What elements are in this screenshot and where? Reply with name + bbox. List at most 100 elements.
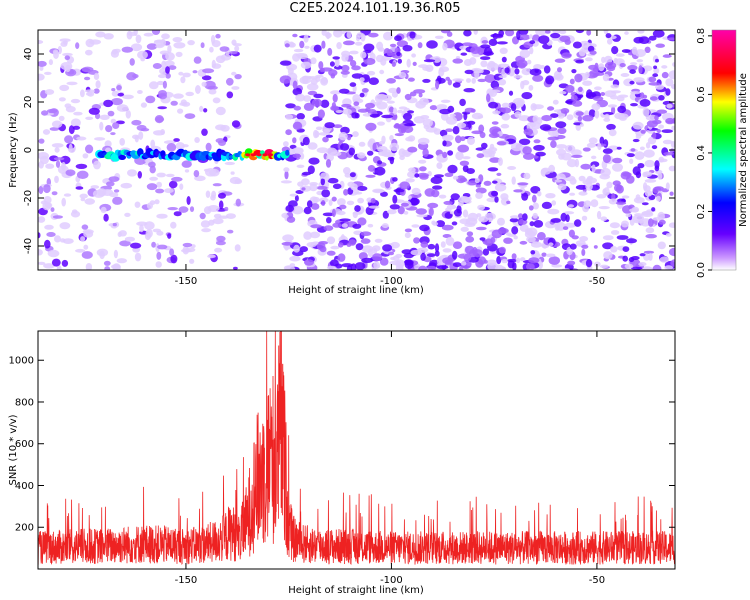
noise-point bbox=[591, 103, 601, 111]
noise-point bbox=[208, 219, 215, 226]
signal-point bbox=[118, 154, 126, 160]
noise-point bbox=[630, 91, 641, 95]
snr-ticks: -150 -100 -50 200 400 600 800 1000 bbox=[9, 331, 675, 586]
noise-point bbox=[108, 176, 120, 183]
noise-point bbox=[363, 43, 375, 52]
noise-point bbox=[475, 226, 487, 231]
noise-point bbox=[288, 41, 295, 48]
noise-point bbox=[365, 122, 377, 131]
noise-point bbox=[373, 261, 380, 269]
noise-point bbox=[498, 157, 503, 166]
noise-point bbox=[219, 46, 230, 52]
noise-point bbox=[569, 192, 576, 196]
noise-point bbox=[566, 159, 578, 168]
noise-point bbox=[39, 65, 44, 71]
noise-point bbox=[427, 202, 439, 209]
noise-point bbox=[394, 133, 404, 137]
noise-point bbox=[518, 138, 531, 145]
noise-point bbox=[569, 243, 577, 250]
noise-point bbox=[54, 235, 61, 243]
noise-point bbox=[332, 93, 338, 103]
colorbar-tick-label: 0.4 bbox=[696, 145, 707, 161]
noise-point bbox=[652, 264, 662, 270]
noise-point bbox=[292, 80, 298, 90]
noise-point bbox=[151, 241, 157, 248]
noise-point bbox=[669, 191, 674, 196]
noise-point bbox=[629, 218, 635, 226]
noise-point bbox=[38, 60, 47, 67]
noise-point bbox=[348, 147, 355, 156]
noise-point bbox=[173, 93, 184, 99]
noise-point bbox=[146, 202, 153, 210]
noise-point bbox=[62, 52, 73, 57]
noise-point bbox=[317, 109, 325, 119]
noise-point bbox=[514, 111, 522, 118]
noise-point bbox=[466, 78, 471, 83]
noise-point bbox=[555, 121, 567, 129]
noise-point bbox=[507, 166, 517, 170]
noise-point bbox=[165, 66, 170, 74]
noise-point bbox=[295, 93, 306, 102]
noise-point bbox=[65, 169, 76, 176]
noise-point bbox=[643, 171, 653, 178]
noise-point bbox=[592, 96, 604, 102]
noise-point bbox=[607, 104, 618, 108]
noise-point bbox=[193, 56, 202, 64]
noise-point bbox=[552, 99, 559, 105]
noise-point bbox=[512, 97, 525, 107]
noise-point bbox=[343, 167, 351, 175]
noise-point bbox=[368, 77, 379, 85]
noise-point bbox=[390, 241, 400, 249]
noise-point bbox=[82, 229, 94, 234]
noise-point bbox=[283, 141, 289, 147]
noise-point bbox=[411, 53, 416, 58]
noise-point bbox=[59, 84, 70, 92]
noise-point bbox=[370, 197, 376, 204]
noise-point bbox=[137, 50, 148, 60]
noise-point bbox=[322, 136, 329, 143]
noise-point bbox=[307, 90, 318, 96]
spectrogram-points bbox=[38, 30, 675, 270]
noise-point bbox=[593, 245, 598, 249]
noise-point bbox=[85, 92, 93, 96]
noise-point bbox=[41, 110, 49, 116]
noise-point bbox=[281, 241, 293, 246]
noise-point bbox=[328, 199, 333, 206]
noise-point bbox=[559, 91, 567, 95]
noise-point bbox=[480, 56, 491, 60]
noise-point bbox=[610, 90, 622, 94]
noise-point bbox=[645, 227, 655, 234]
noise-point bbox=[442, 257, 454, 265]
noise-point bbox=[320, 172, 328, 179]
noise-point bbox=[518, 30, 529, 36]
noise-point bbox=[452, 175, 459, 180]
noise-point bbox=[373, 248, 378, 255]
noise-point bbox=[640, 129, 646, 134]
noise-point bbox=[487, 262, 499, 270]
noise-point bbox=[202, 68, 215, 74]
noise-point bbox=[52, 215, 64, 219]
noise-point bbox=[332, 222, 342, 228]
noise-point bbox=[667, 37, 675, 41]
colorbar-tick-label: 0.2 bbox=[696, 204, 707, 220]
noise-point bbox=[173, 211, 182, 217]
noise-point bbox=[110, 132, 116, 136]
noise-point bbox=[395, 253, 403, 259]
noise-point bbox=[432, 185, 443, 190]
noise-point bbox=[619, 63, 626, 68]
noise-point bbox=[103, 33, 114, 40]
noise-point bbox=[469, 57, 477, 65]
noise-point bbox=[594, 72, 605, 76]
noise-point bbox=[452, 126, 460, 135]
noise-point bbox=[117, 231, 122, 238]
noise-point bbox=[402, 45, 413, 52]
noise-point bbox=[199, 212, 206, 220]
noise-point bbox=[368, 32, 379, 38]
noise-point bbox=[539, 124, 552, 131]
noise-point bbox=[547, 136, 560, 141]
noise-point bbox=[480, 60, 488, 68]
noise-point bbox=[164, 60, 175, 67]
noise-point bbox=[528, 205, 534, 211]
noise-point bbox=[226, 77, 234, 86]
noise-point bbox=[670, 259, 675, 267]
